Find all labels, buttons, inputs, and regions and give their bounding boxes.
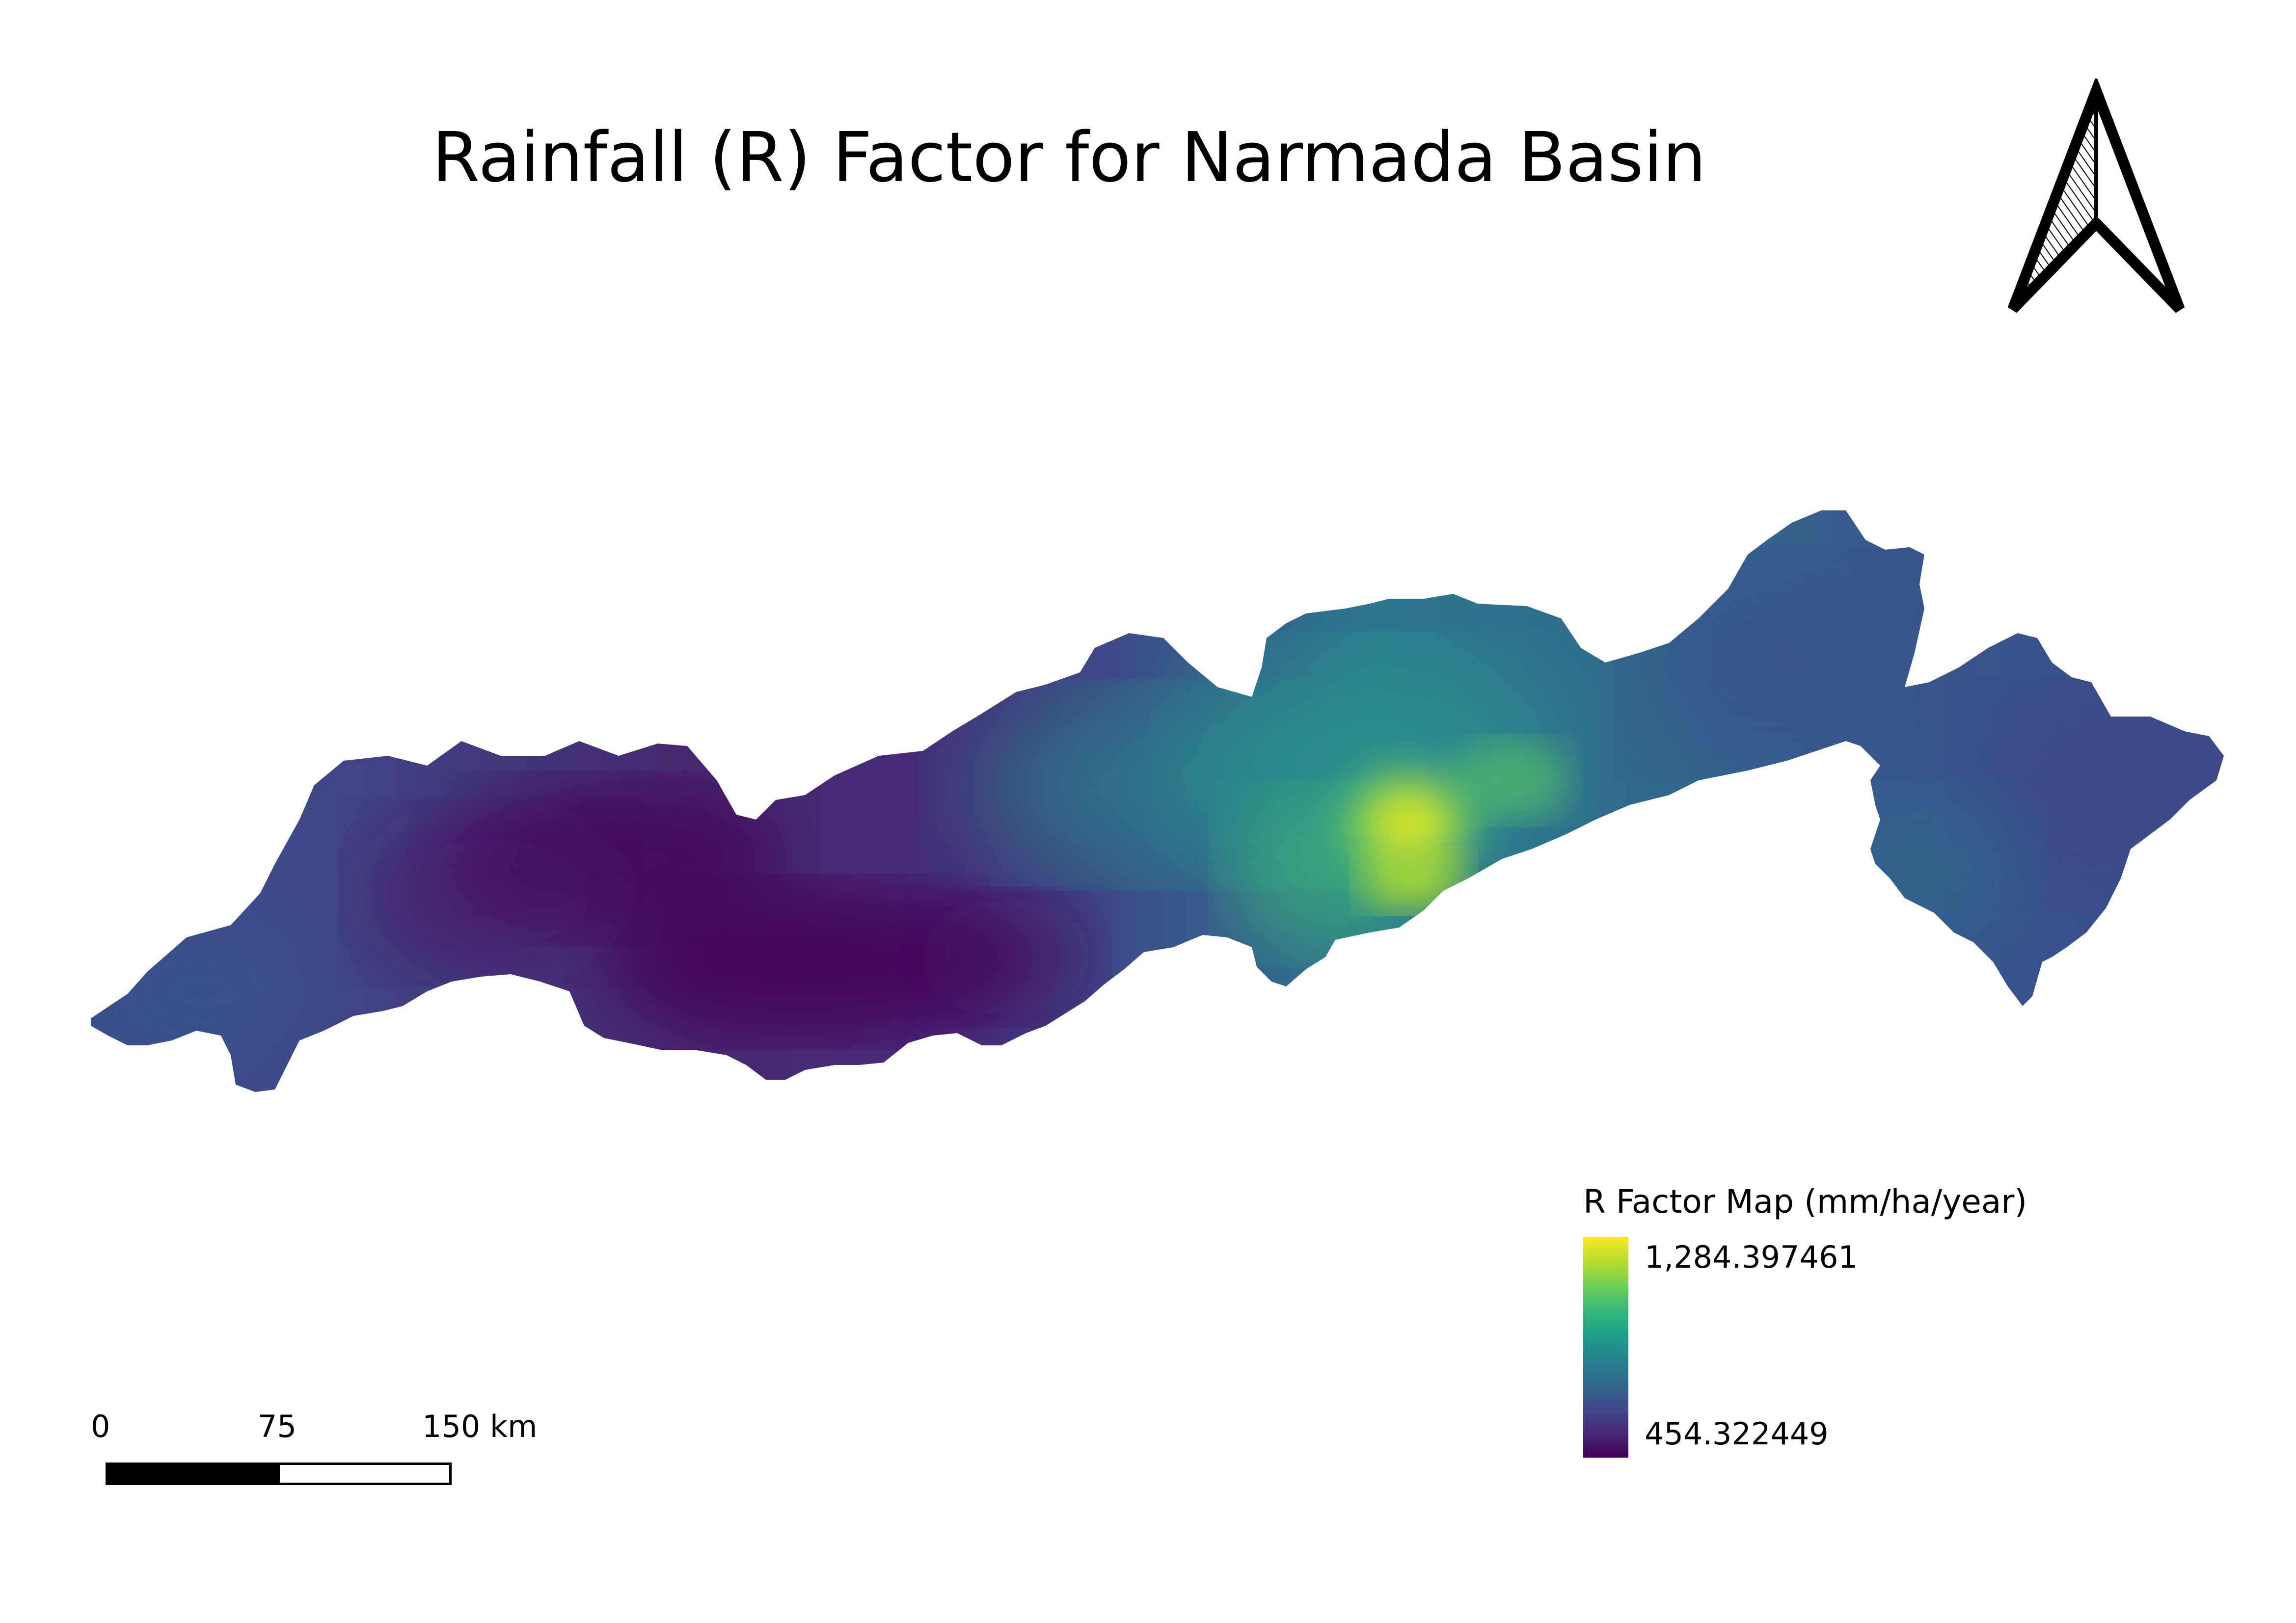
basin-raster	[91, 510, 2224, 1092]
legend: R Factor Map (mm/ha/year) 1,284.397461 4…	[1583, 1183, 2027, 1477]
scale-segment-black	[106, 1463, 280, 1485]
legend-max-label: 1,284.397461	[1645, 1239, 1858, 1275]
scale-label-75: 75	[258, 1409, 297, 1444]
scale-label-0: 0	[91, 1409, 110, 1444]
scale-label-150: 150 km	[422, 1409, 538, 1444]
north-arrow-icon	[2007, 79, 2185, 313]
basin-map	[91, 510, 2224, 1092]
scale-segment-white	[277, 1463, 452, 1485]
map-title: Rainfall (R) Factor for Narmada Basin	[432, 118, 1706, 198]
legend-color-ramp	[1583, 1237, 1628, 1458]
scale-bar: 0 75 150 km	[88, 1409, 537, 1497]
legend-min-label: 454.322449	[1645, 1416, 1829, 1452]
legend-title: R Factor Map (mm/ha/year)	[1583, 1183, 2027, 1221]
